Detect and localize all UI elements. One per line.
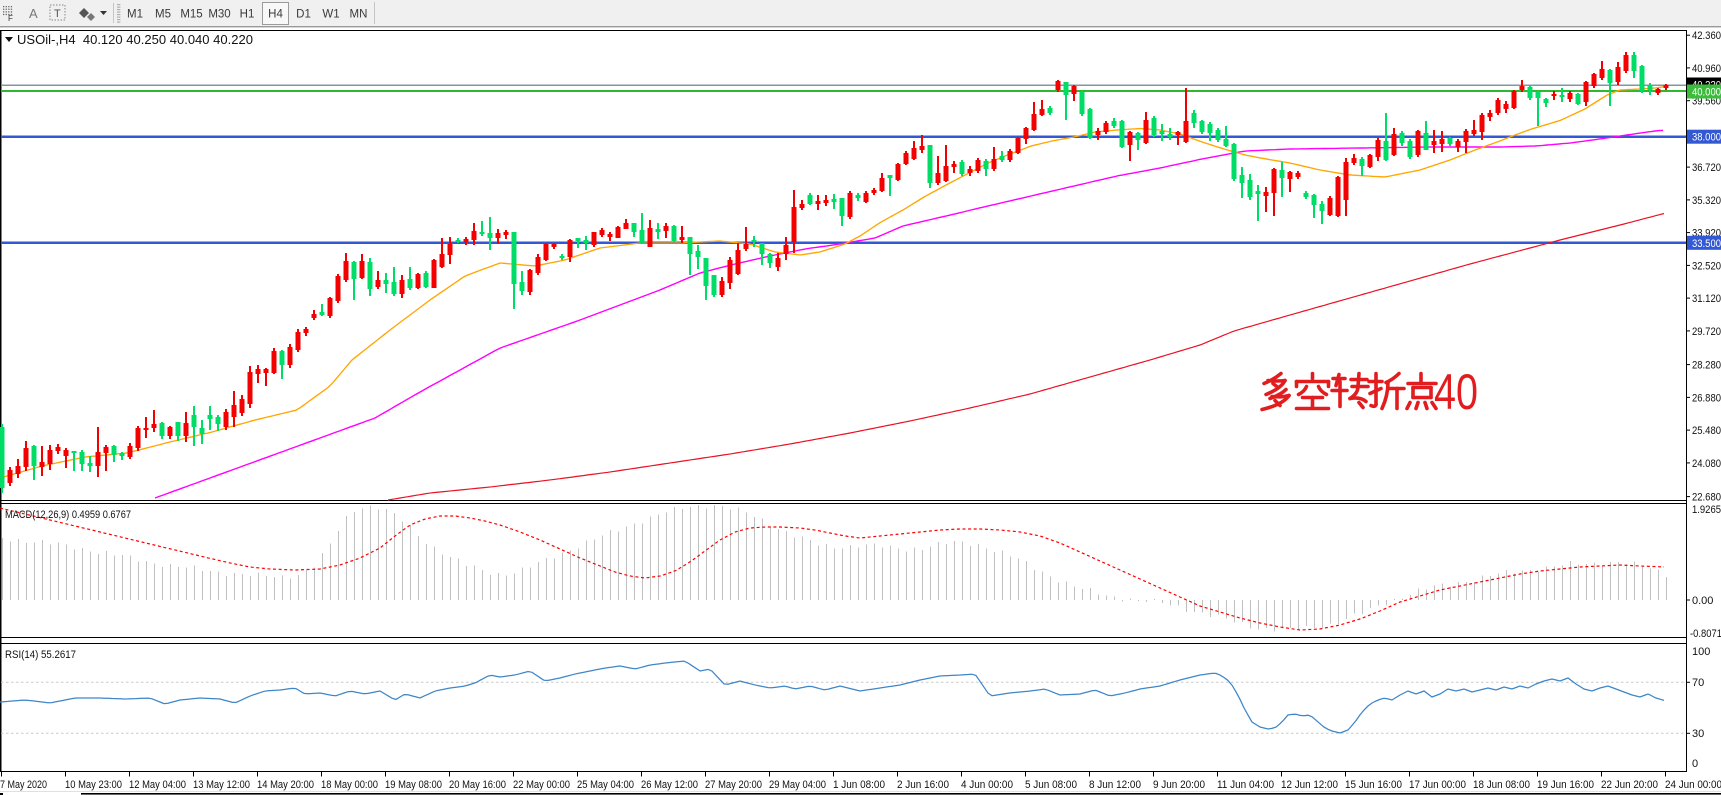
svg-text:19 Jun 16:00: 19 Jun 16:00	[1537, 779, 1594, 791]
svg-text:30: 30	[1692, 728, 1704, 740]
svg-text:40.000: 40.000	[1692, 87, 1721, 99]
svg-text:26.880: 26.880	[1692, 392, 1721, 404]
svg-text:100: 100	[1692, 646, 1710, 658]
svg-text:70: 70	[1692, 677, 1704, 689]
svg-text:9 Jun 20:00: 9 Jun 20:00	[1153, 779, 1205, 791]
svg-text:35.320: 35.320	[1692, 195, 1721, 207]
svg-text:25.480: 25.480	[1692, 425, 1721, 437]
svg-text:13 May 12:00: 13 May 12:00	[193, 779, 250, 791]
svg-text:M5: M5	[155, 9, 171, 21]
svg-text:MN: MN	[350, 9, 368, 21]
svg-text:M30: M30	[208, 9, 230, 21]
svg-text:T: T	[54, 8, 61, 20]
svg-text:5 Jun 08:00: 5 Jun 08:00	[1025, 779, 1077, 791]
svg-text:22 May 00:00: 22 May 00:00	[513, 779, 570, 791]
svg-text:22.680: 22.680	[1692, 492, 1721, 504]
svg-text:1 Jun 08:00: 1 Jun 08:00	[833, 779, 885, 791]
svg-text:38.000: 38.000	[1692, 132, 1721, 144]
svg-text:15 Jun 16:00: 15 Jun 16:00	[1345, 779, 1402, 791]
svg-text:40: 40	[1434, 364, 1478, 420]
svg-text:H1: H1	[240, 9, 255, 21]
svg-text:42.360: 42.360	[1692, 30, 1721, 42]
svg-text:26 May 12:00: 26 May 12:00	[641, 779, 698, 791]
svg-text:2 Jun 16:00: 2 Jun 16:00	[897, 779, 949, 791]
svg-text:M15: M15	[180, 9, 202, 21]
svg-text:M1: M1	[127, 9, 143, 21]
svg-text:17 Jun 00:00: 17 Jun 00:00	[1409, 779, 1466, 791]
svg-text:18 May 00:00: 18 May 00:00	[321, 779, 378, 791]
svg-text:24.080: 24.080	[1692, 458, 1721, 470]
svg-text:29 May 04:00: 29 May 04:00	[769, 779, 826, 791]
svg-text:W1: W1	[322, 9, 339, 21]
svg-text:11 Jun 04:00: 11 Jun 04:00	[1217, 779, 1274, 791]
svg-text:39.560: 39.560	[1692, 96, 1721, 108]
svg-text:25 May 04:00: 25 May 04:00	[577, 779, 634, 791]
svg-text:33.500: 33.500	[1692, 238, 1721, 250]
svg-text:20 May 16:00: 20 May 16:00	[449, 779, 506, 791]
svg-text:22 Jun 20:00: 22 Jun 20:00	[1601, 779, 1658, 791]
svg-text:0: 0	[1692, 758, 1698, 770]
svg-text:24 Jun 00:00: 24 Jun 00:00	[1665, 779, 1721, 791]
svg-text:7 May 2020: 7 May 2020	[0, 779, 47, 791]
svg-text:36.720: 36.720	[1692, 162, 1721, 174]
svg-text:H4: H4	[268, 9, 283, 21]
svg-text:USOil-,H4 40.120 40.250 40.04: USOil-,H4 40.120 40.250 40.040 40.220	[17, 33, 253, 47]
svg-text:40.960: 40.960	[1692, 63, 1721, 75]
svg-text:-0.8071: -0.8071	[1690, 628, 1721, 640]
svg-text:1.9265: 1.9265	[1692, 504, 1721, 516]
svg-text:RSI(14) 55.2617: RSI(14) 55.2617	[5, 649, 76, 661]
svg-text:D1: D1	[296, 9, 311, 21]
svg-text:14 May 20:00: 14 May 20:00	[257, 779, 314, 791]
svg-text:32.520: 32.520	[1692, 260, 1721, 272]
svg-text:18 Jun 08:00: 18 Jun 08:00	[1473, 779, 1530, 791]
svg-text:10 May 23:00: 10 May 23:00	[65, 779, 122, 791]
svg-text:29.720: 29.720	[1692, 326, 1721, 338]
svg-text:31.120: 31.120	[1692, 293, 1721, 305]
svg-text:27 May 20:00: 27 May 20:00	[705, 779, 762, 791]
svg-text:0.00: 0.00	[1692, 595, 1713, 607]
svg-text:28.280: 28.280	[1692, 360, 1721, 372]
svg-text:MACD(12,26,9) 0.4959 0.6767: MACD(12,26,9) 0.4959 0.6767	[5, 509, 131, 521]
svg-text:19 May 08:00: 19 May 08:00	[385, 779, 442, 791]
svg-text:F: F	[8, 14, 13, 23]
svg-text:8 Jun 12:00: 8 Jun 12:00	[1089, 779, 1141, 791]
svg-text:12 May 04:00: 12 May 04:00	[129, 779, 186, 791]
svg-text:A: A	[29, 6, 38, 21]
svg-text:12 Jun 12:00: 12 Jun 12:00	[1281, 779, 1338, 791]
svg-text:4 Jun 00:00: 4 Jun 00:00	[961, 779, 1013, 791]
